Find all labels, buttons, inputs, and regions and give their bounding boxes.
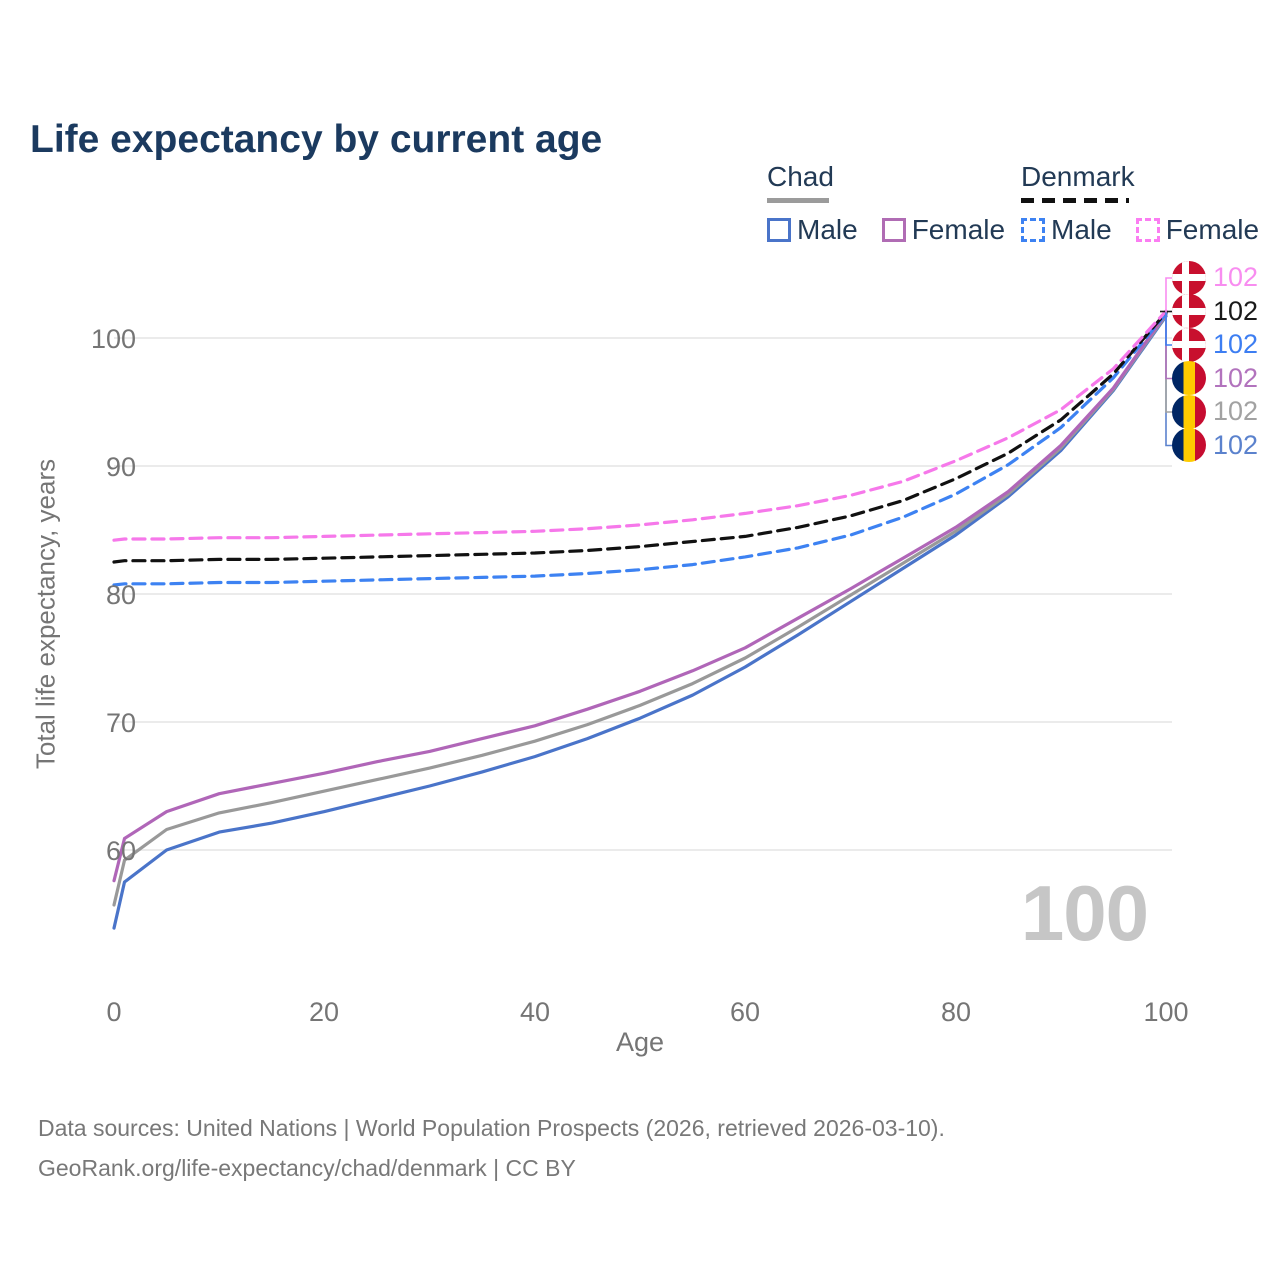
footer: Data sources: United Nations | World Pop… xyxy=(38,1108,945,1188)
chad-flag-icon xyxy=(1172,361,1206,396)
chad-female-label: Female xyxy=(911,214,1006,245)
x-tick-0: 0 xyxy=(106,997,122,1027)
y-tick-70: 70 xyxy=(105,708,136,738)
end-value-labels: 102 102 102 102 102 102 xyxy=(1172,260,1259,463)
x-tick-60: 60 xyxy=(729,997,761,1027)
x-tick-40: 40 xyxy=(519,997,551,1027)
chad-solid-line-swatch xyxy=(767,198,829,203)
chad-female-checkbox[interactable] xyxy=(881,218,906,242)
y-axis-title: Total life expectancy, years xyxy=(30,458,61,770)
legend-chad-label: Chad xyxy=(767,161,834,192)
attribution-line: GeoRank.org/life-expectancy/chad/denmark… xyxy=(38,1155,576,1181)
page-title: Life expectancy by current age xyxy=(30,118,603,162)
end-value: 102 xyxy=(1213,262,1259,293)
series-chad-female xyxy=(112,312,1168,883)
legend-item-chad-male[interactable]: Male xyxy=(767,214,858,246)
end-value: 102 xyxy=(1213,329,1259,360)
end-value: 102 xyxy=(1213,429,1259,460)
y-tick-60: 60 xyxy=(105,836,136,866)
x-axis-title: Age xyxy=(615,1027,665,1057)
x-tick-80: 80 xyxy=(940,997,972,1027)
end-value: 102 xyxy=(1213,362,1259,393)
data-sources-line: Data sources: United Nations | World Pop… xyxy=(38,1115,945,1141)
x-tick-100: 100 xyxy=(1143,997,1189,1027)
legend-chad-items: Male Female xyxy=(767,214,1005,246)
legend-item-chad-female[interactable]: Female xyxy=(881,214,1006,246)
series-chad-male xyxy=(112,314,1168,930)
legend-group-chad: Chad Male Female xyxy=(767,161,1005,246)
chad-flag-icon xyxy=(1172,428,1206,463)
y-tick-100: 100 xyxy=(90,324,136,354)
denmark-male-checkbox[interactable] xyxy=(1021,218,1045,242)
value-row-denmark-female: 102 xyxy=(1172,260,1259,295)
series-denmark-total xyxy=(112,310,1168,564)
legend-group-denmark: Denmark Male Female xyxy=(1021,161,1259,246)
denmark-female-checkbox[interactable] xyxy=(1135,218,1160,242)
chad-flag-icon xyxy=(1172,394,1206,429)
x-tick-20: 20 xyxy=(308,997,340,1027)
value-row-chad-female: 102 xyxy=(1172,361,1259,396)
end-value: 102 xyxy=(1213,295,1259,326)
denmark-male-label: Male xyxy=(1051,214,1112,245)
value-row-chad-male: 102 xyxy=(1172,428,1259,463)
denmark-flag-icon xyxy=(1172,294,1206,329)
series-chad-total xyxy=(112,313,1168,907)
legend-denmark-items: Male Female xyxy=(1021,214,1259,246)
denmark-dashed-line-swatch xyxy=(1021,198,1129,203)
value-row-denmark-male: 102 xyxy=(1172,327,1259,362)
y-tick-80: 80 xyxy=(105,580,136,610)
leader-line xyxy=(1165,277,1173,313)
leader-line xyxy=(1165,312,1173,346)
value-row-denmark-total: 102 xyxy=(1172,294,1259,329)
denmark-flag-icon xyxy=(1172,260,1206,295)
legend-item-denmark-female[interactable]: Female xyxy=(1135,214,1260,246)
value-row-chad-total: 102 xyxy=(1172,394,1259,429)
series-denmark-female xyxy=(112,309,1168,542)
series-denmark-male xyxy=(112,312,1168,587)
legend-item-denmark-male[interactable]: Male xyxy=(1021,214,1112,246)
denmark-female-label: Female xyxy=(1165,214,1260,245)
chad-male-checkbox[interactable] xyxy=(767,218,791,242)
end-value: 102 xyxy=(1213,396,1259,427)
chad-male-label: Male xyxy=(797,214,858,245)
legend-denmark-label: Denmark xyxy=(1021,161,1135,192)
y-tick-90: 90 xyxy=(105,452,136,482)
age-counter: 100 xyxy=(1020,869,1149,957)
denmark-flag-icon xyxy=(1172,327,1206,362)
